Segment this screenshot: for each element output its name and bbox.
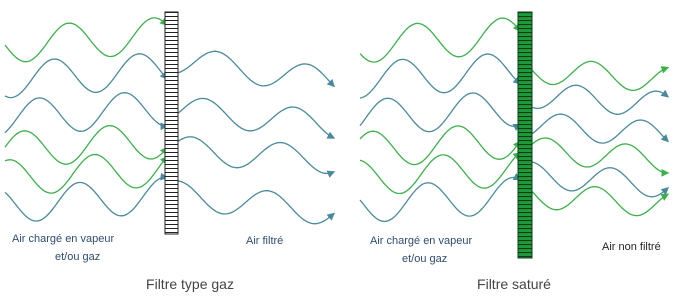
input-label: Air chargé en vapeur [370,235,472,247]
air-flow [360,126,520,165]
air-flow [532,85,668,114]
caption: Filtre saturé [477,276,551,292]
air-flow [360,54,520,98]
input-label: Air chargé en vapeur [12,233,114,245]
air-flow [532,162,668,197]
air-flow [5,93,167,133]
air-flow [532,114,668,143]
air-flow [532,187,668,216]
input-label: et/ou gaz [55,251,100,263]
air-flow [532,61,668,90]
caption: Filtre type gaz [146,276,234,292]
input-label: et/ou gaz [402,253,447,265]
saturated-filter [518,12,532,258]
air-flow [178,98,334,138]
air-flow [178,51,334,86]
air-flow [5,177,167,221]
output-label: Air non filtré [602,241,661,253]
air-flow [360,93,520,132]
diagram: Air chargé en vapeur et/ou gaz Air filtr… [0,0,681,296]
air-flow [178,137,334,174]
air-flow [5,18,167,62]
air-flow [178,181,334,224]
output-label: Air filtré [246,235,283,247]
air-flow [360,18,520,62]
air-flow [5,155,167,194]
gas-filter [165,12,178,234]
waves [5,18,668,224]
